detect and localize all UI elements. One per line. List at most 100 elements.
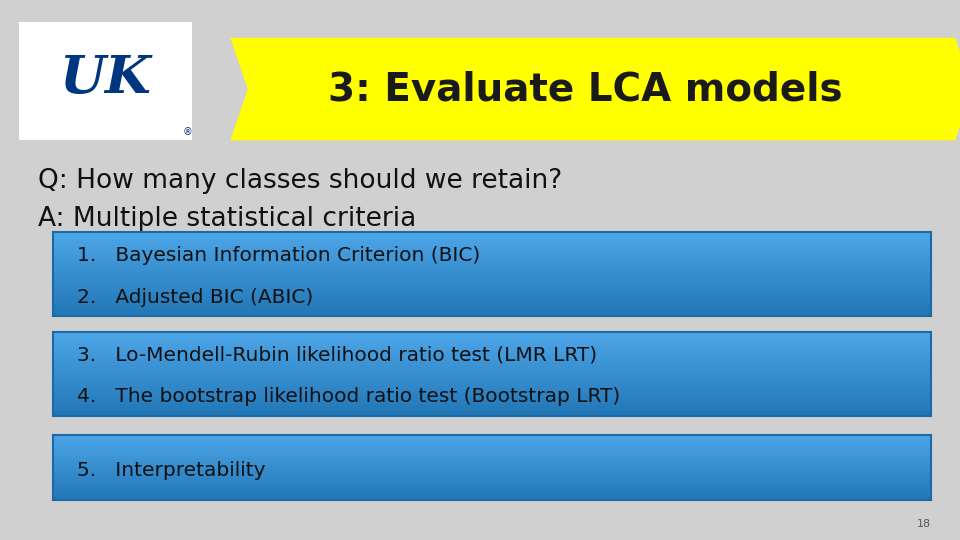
Text: 1.   Bayesian Information Criterion (BIC): 1. Bayesian Information Criterion (BIC) bbox=[77, 246, 480, 265]
Bar bbox=[53, 459, 931, 461]
Bar bbox=[53, 475, 931, 477]
Bar bbox=[53, 488, 931, 490]
Bar bbox=[53, 284, 931, 285]
Bar bbox=[53, 267, 931, 268]
Bar bbox=[53, 450, 931, 452]
Bar bbox=[53, 490, 931, 492]
Bar bbox=[53, 380, 931, 382]
Bar bbox=[53, 287, 931, 289]
Bar bbox=[53, 280, 931, 282]
Bar bbox=[53, 294, 931, 296]
Bar bbox=[53, 311, 931, 313]
Bar bbox=[53, 237, 931, 239]
Bar bbox=[53, 463, 931, 465]
Bar bbox=[53, 438, 931, 440]
Bar bbox=[53, 348, 931, 350]
Bar bbox=[53, 253, 931, 254]
Bar bbox=[53, 333, 931, 335]
Bar bbox=[53, 486, 931, 488]
Bar bbox=[53, 262, 931, 264]
Bar bbox=[53, 404, 931, 406]
Bar bbox=[53, 347, 931, 349]
Bar bbox=[53, 354, 931, 356]
Bar bbox=[53, 469, 931, 470]
Bar bbox=[53, 370, 931, 373]
Bar bbox=[53, 346, 931, 347]
Bar bbox=[53, 260, 931, 261]
Text: 3: Evaluate LCA models: 3: Evaluate LCA models bbox=[328, 70, 843, 108]
Bar bbox=[53, 436, 931, 438]
Text: 3.   Lo-Mendell-Rubin likelihood ratio test (LMR LRT): 3. Lo-Mendell-Rubin likelihood ratio tes… bbox=[77, 346, 597, 365]
Bar bbox=[53, 382, 931, 384]
Bar bbox=[53, 465, 931, 467]
Bar bbox=[53, 455, 931, 456]
Bar bbox=[53, 341, 931, 343]
FancyBboxPatch shape bbox=[19, 22, 192, 140]
Bar bbox=[53, 407, 931, 409]
Bar bbox=[53, 336, 931, 338]
Bar bbox=[53, 286, 931, 288]
Bar bbox=[53, 393, 931, 395]
Bar bbox=[53, 339, 931, 341]
Bar bbox=[53, 484, 931, 485]
Bar bbox=[53, 257, 931, 259]
Bar bbox=[53, 375, 931, 377]
Bar bbox=[53, 264, 931, 266]
Bar bbox=[53, 255, 931, 258]
Bar bbox=[53, 443, 931, 444]
Bar bbox=[53, 460, 931, 462]
Bar bbox=[53, 468, 931, 469]
Bar bbox=[53, 254, 931, 256]
Bar bbox=[53, 464, 931, 466]
Bar bbox=[53, 279, 931, 281]
Text: 18: 18 bbox=[917, 519, 931, 529]
Bar bbox=[53, 482, 931, 483]
Bar bbox=[53, 470, 931, 471]
Bar bbox=[53, 480, 931, 481]
Bar bbox=[53, 386, 931, 388]
Bar bbox=[53, 390, 931, 392]
Bar bbox=[53, 446, 931, 448]
Bar bbox=[53, 414, 931, 416]
Bar bbox=[53, 406, 931, 407]
Bar bbox=[53, 394, 931, 396]
Bar bbox=[53, 344, 931, 346]
Bar bbox=[53, 358, 931, 360]
Bar bbox=[53, 276, 931, 278]
Bar bbox=[53, 268, 931, 270]
Bar bbox=[53, 377, 931, 380]
Bar bbox=[53, 362, 931, 364]
Bar bbox=[53, 275, 931, 277]
Bar bbox=[53, 244, 931, 246]
Bar bbox=[53, 272, 931, 274]
Bar bbox=[53, 285, 931, 287]
Bar bbox=[53, 457, 931, 458]
Bar bbox=[53, 440, 931, 441]
Bar bbox=[53, 411, 931, 413]
Bar bbox=[53, 401, 931, 403]
Bar bbox=[53, 356, 931, 359]
Bar bbox=[53, 313, 931, 314]
Bar bbox=[53, 306, 931, 308]
Bar bbox=[53, 441, 931, 442]
Bar bbox=[53, 389, 931, 391]
Bar bbox=[53, 474, 931, 476]
Bar bbox=[53, 451, 931, 453]
Text: 5.   Interpretability: 5. Interpretability bbox=[77, 461, 265, 480]
Bar bbox=[53, 363, 931, 366]
Bar bbox=[53, 454, 931, 455]
Bar bbox=[53, 410, 931, 411]
Bar bbox=[53, 374, 931, 375]
Bar bbox=[53, 379, 931, 381]
Bar bbox=[53, 456, 931, 457]
Bar bbox=[53, 258, 931, 260]
Bar bbox=[53, 355, 931, 357]
Bar bbox=[53, 444, 931, 446]
Bar bbox=[53, 458, 931, 460]
Text: 2.   Adjusted BIC (ABIC): 2. Adjusted BIC (ABIC) bbox=[77, 288, 313, 307]
Bar bbox=[53, 293, 931, 295]
Bar bbox=[53, 246, 931, 247]
Bar bbox=[53, 296, 931, 298]
Bar bbox=[53, 494, 931, 495]
Bar bbox=[53, 476, 931, 478]
